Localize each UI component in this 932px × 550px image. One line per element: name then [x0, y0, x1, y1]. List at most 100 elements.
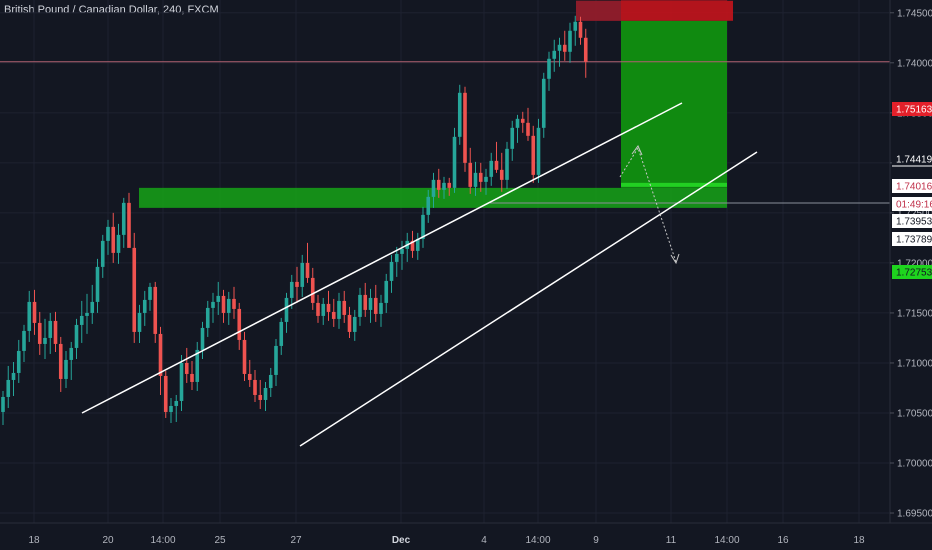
candle-body [195, 349, 200, 382]
price-tag: 1.75163 [892, 102, 932, 116]
candle-body [226, 298, 231, 313]
candle-body [205, 307, 210, 328]
candle-body [74, 324, 79, 348]
candle [6, 365, 11, 408]
candle [436, 168, 441, 198]
candle-body [305, 262, 310, 278]
candle-body [64, 359, 68, 379]
candle [95, 258, 100, 313]
candle [221, 289, 226, 323]
time-tick-label: 14:00 [150, 535, 175, 546]
candle-body [473, 172, 478, 187]
candle-body [352, 316, 357, 332]
candle-body [342, 300, 347, 315]
candle-body [547, 58, 551, 79]
candle [137, 304, 142, 343]
time-tick-label: 9 [593, 535, 599, 546]
time-axis-bg [0, 523, 932, 550]
candle [106, 219, 110, 255]
price-tag-bg [892, 102, 932, 116]
candle [331, 298, 336, 327]
candle-body [295, 281, 299, 287]
candle [447, 177, 452, 196]
candle-body [337, 300, 341, 319]
time-tick-label: 18 [28, 535, 40, 546]
candle-body [363, 294, 368, 310]
candle-body [557, 44, 562, 51]
candle [263, 381, 268, 411]
candle-body [494, 160, 499, 170]
candle [316, 294, 320, 323]
candle [300, 254, 305, 297]
candle [127, 192, 131, 248]
candle [415, 232, 420, 260]
candle [536, 118, 541, 183]
candle-body [447, 182, 452, 188]
candle-body [79, 315, 84, 325]
candle [547, 51, 551, 91]
candle [400, 240, 404, 270]
candle-body [184, 362, 189, 374]
candle [478, 162, 483, 192]
candle [64, 350, 68, 388]
candle [358, 287, 362, 326]
candle-body [127, 202, 131, 248]
candle [174, 394, 179, 422]
candle [169, 397, 173, 423]
candle [121, 197, 126, 248]
price-tick-label: 1.72000 [897, 258, 932, 269]
candle-body [531, 135, 536, 175]
price-tag-label: 01:49:16 [896, 200, 932, 211]
candle-body [583, 37, 588, 62]
candle-body [27, 301, 32, 331]
candle-body [541, 78, 546, 128]
candle [368, 288, 373, 323]
candle [268, 367, 273, 397]
candle-body [169, 405, 173, 412]
candle [473, 161, 478, 196]
candle-body [289, 281, 294, 298]
candle [1, 390, 5, 425]
candle-body [379, 302, 383, 314]
candle [58, 336, 63, 392]
candle-body [142, 299, 147, 313]
candle [74, 318, 79, 359]
candle-body [394, 253, 399, 262]
candle-body [347, 314, 352, 332]
candle-body [48, 320, 53, 338]
candle-body [274, 345, 278, 375]
time-tick-label: 25 [214, 535, 226, 546]
candle-body [242, 339, 247, 374]
candle [379, 294, 383, 327]
candle [253, 369, 257, 402]
price-tag-bg [892, 152, 932, 166]
candle [583, 28, 588, 78]
time-tick-label: 11 [666, 535, 677, 546]
price-tag: 1.74419 [892, 152, 932, 166]
candle-body [505, 148, 509, 180]
price-tick-label: 1.69500 [897, 509, 932, 520]
candle-body [58, 343, 63, 379]
candle-body [137, 312, 142, 332]
candle [505, 141, 509, 189]
price-tag-label: 1.74419 [896, 155, 932, 166]
candle-body [279, 321, 284, 346]
candle [305, 242, 310, 283]
candle-body [415, 238, 420, 251]
candle [347, 306, 352, 338]
price-tag-bg [892, 214, 932, 228]
stop-zone [621, 0, 727, 1]
candle [452, 127, 457, 193]
candle [22, 324, 26, 362]
candle [310, 267, 315, 310]
price-tick-label: 1.72500 [897, 208, 932, 219]
candle-body [53, 320, 58, 344]
candle [232, 286, 236, 319]
candles [1, 15, 588, 425]
candle-body [216, 295, 221, 302]
candle [363, 282, 368, 317]
candle [274, 338, 278, 386]
candle [237, 302, 242, 350]
price-tag-label: 1.75163 [896, 105, 932, 116]
